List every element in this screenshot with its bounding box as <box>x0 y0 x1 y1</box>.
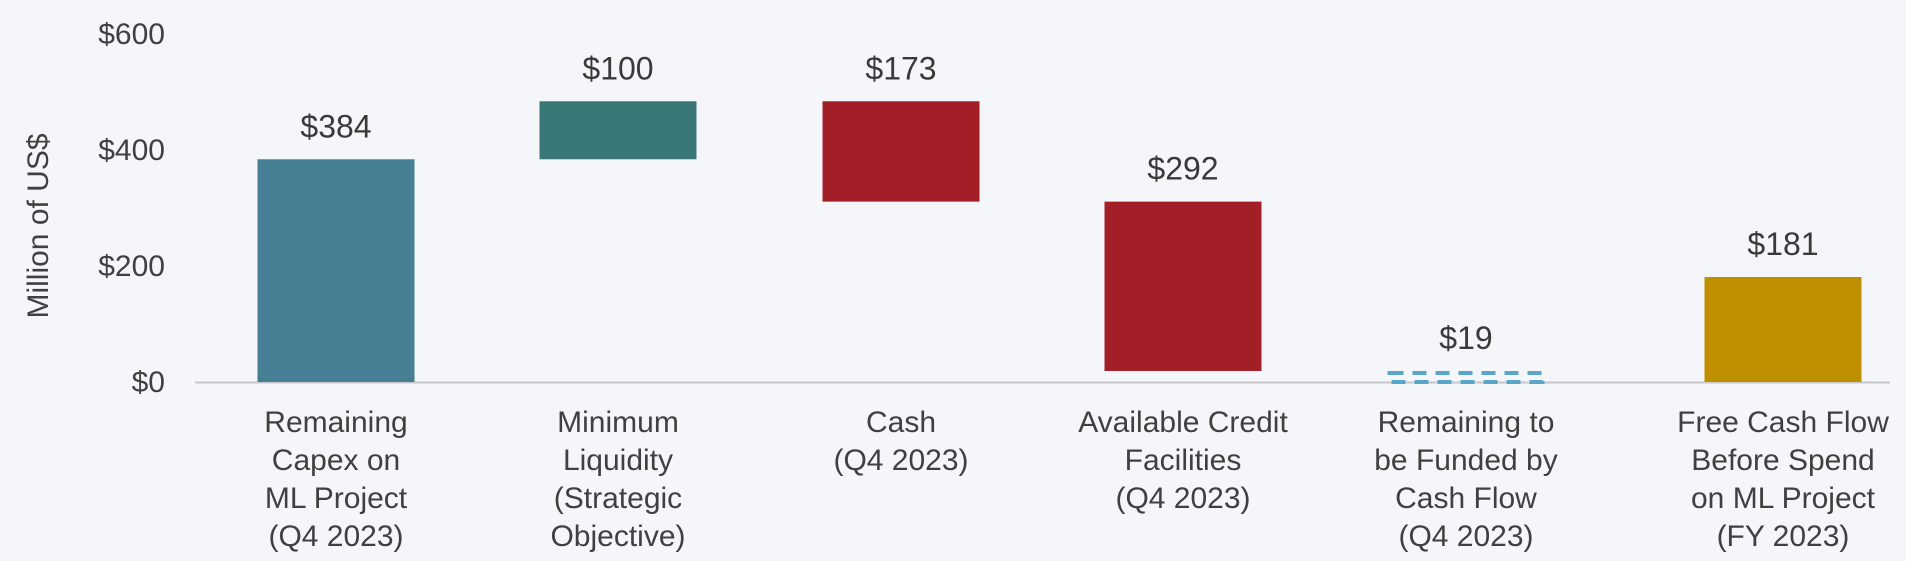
y-tick-label-1: $200 <box>98 250 165 283</box>
category-label-line: Available Credit <box>1078 406 1288 439</box>
category-label-line: (Q4 2023) <box>1398 520 1533 553</box>
category-labels: Remaining Capex on ML Project (Q4 2023) Mini… <box>264 406 1889 553</box>
y-axis: $0 $200 $400 $600 <box>98 18 165 399</box>
bar-2 <box>822 101 980 202</box>
data-label-3: $292 <box>1147 151 1218 187</box>
category-label-line: Remaining to <box>1378 406 1555 439</box>
category-label-line: Facilities <box>1125 444 1242 477</box>
category-label-4: Remaining to be Funded by Cash Flow (Q4 202… <box>1374 406 1557 553</box>
category-label-1: Minimum Liquidity (Strategic Objective) <box>550 406 685 553</box>
category-label-line: (FY 2023) <box>1717 520 1850 553</box>
data-label-4: $19 <box>1439 320 1492 356</box>
data-label-5: $181 <box>1747 226 1818 262</box>
category-label-line: Cash <box>866 406 936 439</box>
data-labels: $384 $100 $173 $292 $19 $181 <box>300 50 1818 356</box>
category-label-line: Free Cash Flow <box>1677 406 1889 439</box>
y-tick-label-0: $0 <box>132 366 165 399</box>
bar-0 <box>257 159 415 382</box>
data-label-1: $100 <box>582 50 653 86</box>
category-label-line: Capex on <box>272 444 400 477</box>
category-label-line: ML Project <box>265 482 408 515</box>
category-label-line: on ML Project <box>1691 482 1876 515</box>
category-label-3: Available Credit Facilities (Q4 2023) <box>1078 406 1288 515</box>
category-label-line: (Strategic <box>554 482 682 515</box>
category-label-5: Free Cash Flow Before Spend on ML Project (… <box>1677 406 1889 553</box>
category-label-line: (Q4 2023) <box>833 444 968 477</box>
category-label-line: Before Spend <box>1691 444 1874 477</box>
bar-3 <box>1104 201 1262 371</box>
category-label-line: Objective) <box>550 520 685 553</box>
category-label-line: Cash Flow <box>1395 482 1537 515</box>
data-label-0: $384 <box>300 108 371 144</box>
category-label-line: Remaining <box>264 406 407 439</box>
bar-1 <box>539 101 697 160</box>
data-label-2: $173 <box>865 50 936 86</box>
category-label-line: (Q4 2023) <box>268 520 403 553</box>
y-tick-label-3: $600 <box>98 18 165 51</box>
category-label-line: Liquidity <box>563 444 673 477</box>
category-label-line: (Q4 2023) <box>1115 482 1250 515</box>
y-tick-label-2: $400 <box>98 134 165 167</box>
bar-5 <box>1704 277 1862 382</box>
category-label-line: be Funded by <box>1374 444 1557 477</box>
category-label-line: Minimum <box>557 406 679 439</box>
category-label-0: Remaining Capex on ML Project (Q4 2023) <box>264 406 408 553</box>
bar-4 <box>1387 370 1545 385</box>
y-axis-title: Million of US$ <box>22 133 55 318</box>
category-label-2: Cash (Q4 2023) <box>833 406 968 477</box>
bars <box>257 101 1862 385</box>
